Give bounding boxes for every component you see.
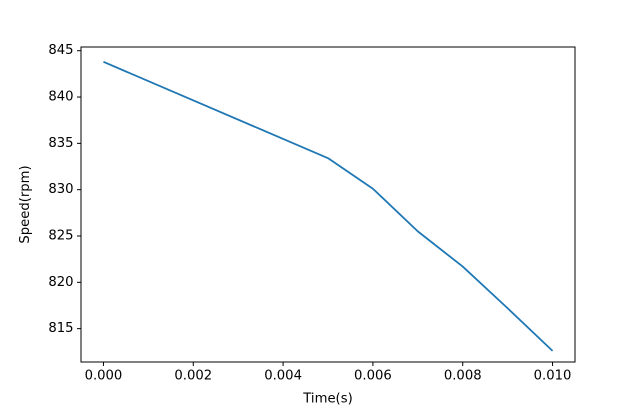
- y-tick-label: 840: [48, 90, 73, 105]
- y-tick-label: 845: [48, 43, 73, 58]
- x-axis-label: Time(s): [302, 392, 352, 407]
- x-tick-label: 0.006: [354, 369, 392, 384]
- y-axis-label: Speed(rpm): [18, 165, 33, 243]
- y-tick-label: 825: [48, 229, 73, 244]
- x-tick-label: 0.004: [264, 369, 302, 384]
- x-tick-label: 0.010: [534, 369, 572, 384]
- plot-area-border: [80, 46, 576, 363]
- y-axis-ticks: 815 820 825 830 835 840 845: [48, 43, 81, 336]
- x-tick-label: 0.008: [444, 369, 482, 384]
- y-tick-label: 830: [48, 182, 73, 197]
- y-tick-label: 815: [48, 321, 73, 336]
- x-tick-label: 0.002: [174, 369, 212, 384]
- x-tick-label: 0.000: [85, 369, 123, 384]
- series-line-speed: [103, 60, 554, 352]
- x-axis-ticks: 0.000 0.002 0.004 0.006 0.008 0.010: [85, 362, 572, 384]
- y-tick-label: 835: [48, 136, 73, 151]
- y-tick-label: 820: [48, 275, 73, 290]
